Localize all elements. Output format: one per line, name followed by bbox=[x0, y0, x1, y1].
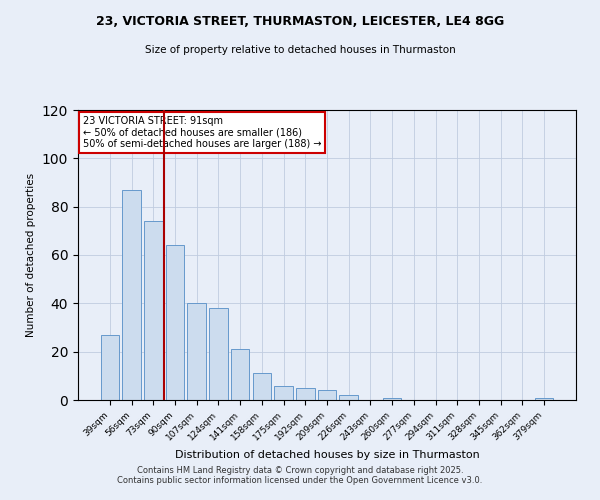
Bar bbox=[209, 308, 227, 400]
Bar bbox=[253, 374, 271, 400]
Bar bbox=[101, 335, 119, 400]
Bar bbox=[383, 398, 401, 400]
Bar bbox=[144, 221, 163, 400]
Text: Contains HM Land Registry data © Crown copyright and database right 2025.
Contai: Contains HM Land Registry data © Crown c… bbox=[118, 466, 482, 485]
Bar bbox=[535, 398, 553, 400]
Bar bbox=[187, 304, 206, 400]
Bar bbox=[318, 390, 336, 400]
Text: Size of property relative to detached houses in Thurmaston: Size of property relative to detached ho… bbox=[145, 45, 455, 55]
Bar bbox=[122, 190, 141, 400]
Bar bbox=[296, 388, 314, 400]
Text: 23, VICTORIA STREET, THURMASTON, LEICESTER, LE4 8GG: 23, VICTORIA STREET, THURMASTON, LEICEST… bbox=[96, 15, 504, 28]
Text: 23 VICTORIA STREET: 91sqm
← 50% of detached houses are smaller (186)
50% of semi: 23 VICTORIA STREET: 91sqm ← 50% of detac… bbox=[83, 116, 322, 149]
X-axis label: Distribution of detached houses by size in Thurmaston: Distribution of detached houses by size … bbox=[175, 450, 479, 460]
Bar bbox=[231, 349, 250, 400]
Y-axis label: Number of detached properties: Number of detached properties bbox=[26, 173, 37, 337]
Bar bbox=[274, 386, 293, 400]
Bar bbox=[340, 395, 358, 400]
Bar bbox=[166, 246, 184, 400]
